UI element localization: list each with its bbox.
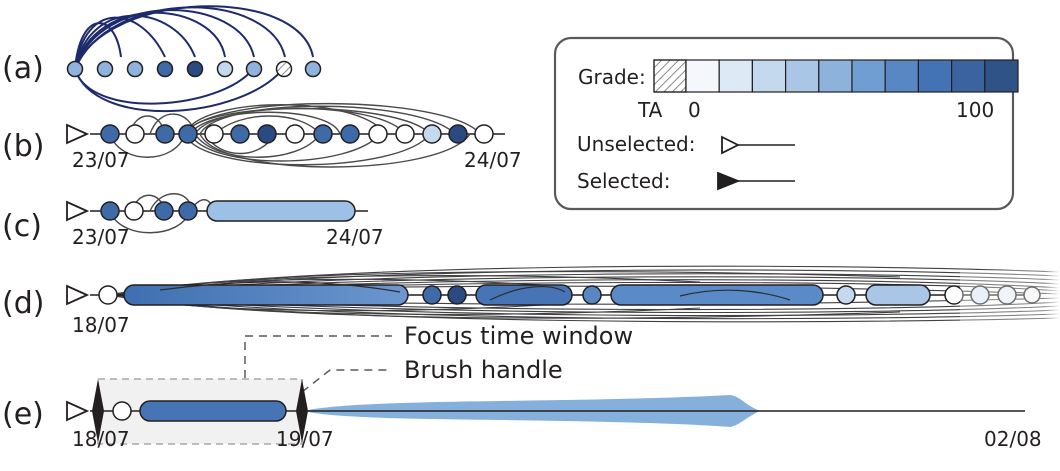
grade-swatch: [851, 59, 886, 93]
timeline-node: [836, 285, 856, 305]
panel-a-nodes: [66, 60, 322, 78]
grade-swatch: [685, 59, 720, 93]
arc-node: [186, 60, 204, 78]
panel-label-c: (c): [2, 209, 42, 244]
timeline-node: [100, 124, 120, 144]
unselected-marker-icon: [66, 284, 90, 306]
timeline-node: [154, 201, 174, 221]
timeline-node: [970, 285, 990, 305]
timeline-node: [313, 124, 333, 144]
grade-swatch: [950, 59, 986, 93]
c-start-date: 23/07: [72, 225, 130, 249]
grade-min-label: 0: [688, 98, 701, 122]
unselected-label: Unselected:: [577, 132, 695, 156]
timeline-node: [944, 285, 964, 305]
aggregated-capsule: [206, 200, 356, 222]
grade-swatch: [984, 59, 1019, 93]
brush-handle-annotation: Brush handle: [404, 356, 563, 384]
e-mid-date: 19/07: [276, 427, 334, 451]
grade-label: Grade:: [578, 65, 646, 89]
arc-node: [126, 60, 144, 78]
arc-node: [275, 60, 293, 78]
unselected-marker-icon: [66, 123, 90, 145]
c-end-date: 24/07: [326, 225, 384, 249]
ta-swatch: [653, 59, 687, 93]
arc-node: [216, 60, 234, 78]
unselected-marker-icon: [66, 400, 90, 422]
timeline-node: [155, 124, 175, 144]
grade-swatch: [751, 59, 787, 93]
timeline-node: [422, 124, 442, 144]
timeline-node: [178, 124, 198, 144]
unselected-marker-icon: [721, 135, 741, 155]
aggregated-capsule: [123, 284, 409, 306]
brush-handle-left[interactable]: [92, 379, 104, 443]
timeline-node: [395, 124, 415, 144]
grade-max-label: 100: [956, 98, 994, 122]
panel-d: 18/07: [66, 255, 1060, 337]
grade-swatch: [818, 59, 853, 93]
aggregated-capsule: [610, 284, 824, 306]
timeline-node: [997, 285, 1017, 305]
arc-node: [245, 60, 263, 78]
ta-label: TA: [637, 98, 663, 122]
panel-label-e: (e): [2, 397, 44, 432]
timeline-node: [447, 285, 467, 305]
panel-a-arcs: [74, 5, 314, 113]
panel-c: 23/07 24/07: [66, 193, 384, 249]
timeline-node: [98, 285, 118, 305]
e-end-date: 02/08: [984, 427, 1042, 451]
timeline-node: [100, 201, 120, 221]
selected-marker-icon: [717, 171, 741, 191]
panel-label-a: (a): [2, 51, 44, 86]
timeline-node: [582, 285, 602, 305]
panel-label-b: (b): [2, 129, 44, 164]
timeline-node: [285, 124, 305, 144]
panel-e: 18/07 19/07 02/08: [66, 378, 1042, 451]
grade-swatch: [718, 59, 754, 93]
grade-swatch: [884, 59, 920, 93]
timeline-node: [204, 124, 224, 144]
brush-handle-right[interactable]: [296, 379, 308, 443]
panel-label-d: (d): [2, 286, 44, 321]
timeline-node: [257, 124, 277, 144]
grade-swatch: [784, 59, 820, 93]
b-start-date: 23/07: [72, 148, 130, 172]
panel-b: 23/07 24/07: [66, 102, 522, 172]
timeline-node: [230, 124, 250, 144]
arc-node: [96, 60, 114, 78]
d-start-date: 18/07: [72, 313, 130, 337]
timeline-node: [340, 124, 360, 144]
focus-window-annotation: Focus time window: [404, 322, 633, 350]
unselected-marker-icon: [66, 200, 90, 222]
grade-swatch: [917, 59, 953, 93]
grade-color-scale: [685, 59, 1019, 93]
selected-label: Selected:: [577, 169, 670, 193]
arc-node: [304, 60, 322, 78]
timeline-node: [368, 124, 388, 144]
annotations: [244, 335, 392, 393]
arc-node: [66, 60, 84, 78]
timeline-node: [124, 201, 144, 221]
timeline-node: [1023, 286, 1041, 304]
aggregated-capsule: [475, 284, 573, 306]
timeline-node: [422, 285, 442, 305]
aggregated-capsule: [865, 284, 931, 306]
legend: Grade: TA 0 100 Unselected: Selected:: [553, 36, 1019, 211]
timeline-node: [112, 401, 132, 421]
timeline-node: [448, 124, 468, 144]
timeline-node: [474, 124, 494, 144]
arc-node: [156, 60, 174, 78]
e-start-date: 18/07: [72, 427, 130, 451]
timeline-node: [178, 201, 198, 221]
timeline-node: [125, 124, 145, 144]
b-end-date: 24/07: [464, 148, 522, 172]
aggregated-capsule: [139, 400, 287, 422]
